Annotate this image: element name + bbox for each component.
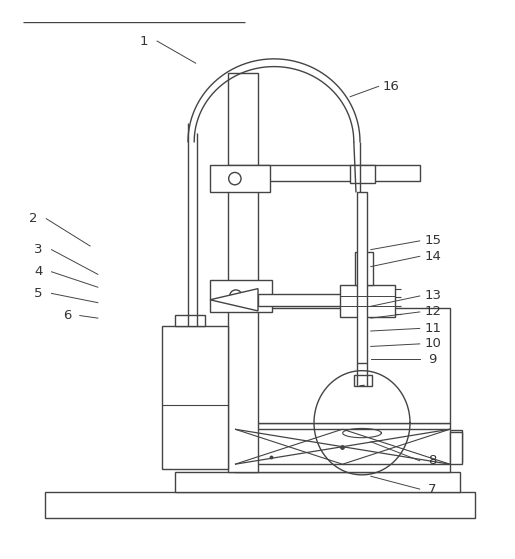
Bar xyxy=(450,430,462,462)
Bar xyxy=(355,252,373,285)
Bar xyxy=(45,492,475,518)
Text: 1: 1 xyxy=(140,35,148,48)
Text: 9: 9 xyxy=(428,353,437,366)
Text: 15: 15 xyxy=(424,234,441,248)
Text: 10: 10 xyxy=(424,338,441,350)
Bar xyxy=(357,192,367,363)
Bar xyxy=(228,165,420,181)
Text: 4: 4 xyxy=(35,266,43,278)
Text: 2: 2 xyxy=(29,212,38,225)
Bar xyxy=(210,280,272,312)
Bar xyxy=(354,375,372,386)
Bar xyxy=(258,294,355,306)
Bar xyxy=(235,423,450,429)
Text: 7: 7 xyxy=(428,482,437,496)
Text: 12: 12 xyxy=(424,305,441,319)
Text: 13: 13 xyxy=(424,290,441,302)
Bar xyxy=(228,73,258,472)
Text: 11: 11 xyxy=(424,322,441,335)
Bar xyxy=(450,432,462,464)
Bar xyxy=(235,307,450,423)
Text: 5: 5 xyxy=(35,287,43,300)
Bar xyxy=(350,165,375,183)
Bar xyxy=(340,285,395,317)
Bar xyxy=(235,464,450,472)
Text: 6: 6 xyxy=(63,309,71,322)
Bar xyxy=(210,165,270,192)
Bar xyxy=(175,315,205,326)
Polygon shape xyxy=(210,288,258,311)
Text: 16: 16 xyxy=(383,80,400,93)
Bar xyxy=(162,326,228,469)
Text: 3: 3 xyxy=(35,243,43,256)
Text: 14: 14 xyxy=(424,250,441,263)
Text: 8: 8 xyxy=(428,454,437,467)
Bar xyxy=(175,472,460,492)
